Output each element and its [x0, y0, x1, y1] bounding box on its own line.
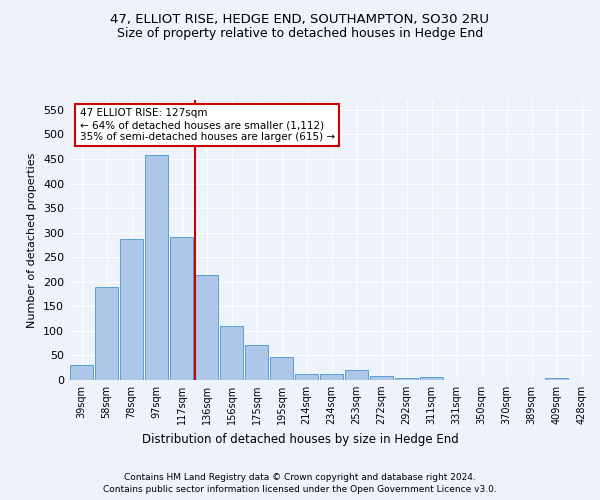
Text: Distribution of detached houses by size in Hedge End: Distribution of detached houses by size …: [142, 432, 458, 446]
Bar: [545, 378, 568, 380]
Bar: [170, 236, 193, 380]
Text: Contains HM Land Registry data © Crown copyright and database right 2024.: Contains HM Land Registry data © Crown c…: [124, 472, 476, 482]
Bar: [245, 344, 268, 380]
Bar: [395, 378, 418, 380]
Bar: [220, 326, 244, 380]
Text: Contains public sector information licensed under the Open Government Licence v3: Contains public sector information licen…: [103, 485, 497, 494]
Bar: [344, 370, 368, 380]
Bar: [419, 377, 443, 380]
Text: 47, ELLIOT RISE, HEDGE END, SOUTHAMPTON, SO30 2RU: 47, ELLIOT RISE, HEDGE END, SOUTHAMPTON,…: [110, 12, 490, 26]
Bar: [320, 374, 343, 380]
Text: Size of property relative to detached houses in Hedge End: Size of property relative to detached ho…: [117, 28, 483, 40]
Bar: [119, 239, 143, 380]
Y-axis label: Number of detached properties: Number of detached properties: [28, 152, 37, 328]
Bar: [370, 376, 394, 380]
Bar: [269, 358, 293, 380]
Bar: [70, 366, 94, 380]
Bar: [145, 155, 169, 380]
Bar: [194, 276, 218, 380]
Bar: [95, 286, 118, 380]
Bar: [295, 374, 319, 380]
Text: 47 ELLIOT RISE: 127sqm
← 64% of detached houses are smaller (1,112)
35% of semi-: 47 ELLIOT RISE: 127sqm ← 64% of detached…: [79, 108, 335, 142]
